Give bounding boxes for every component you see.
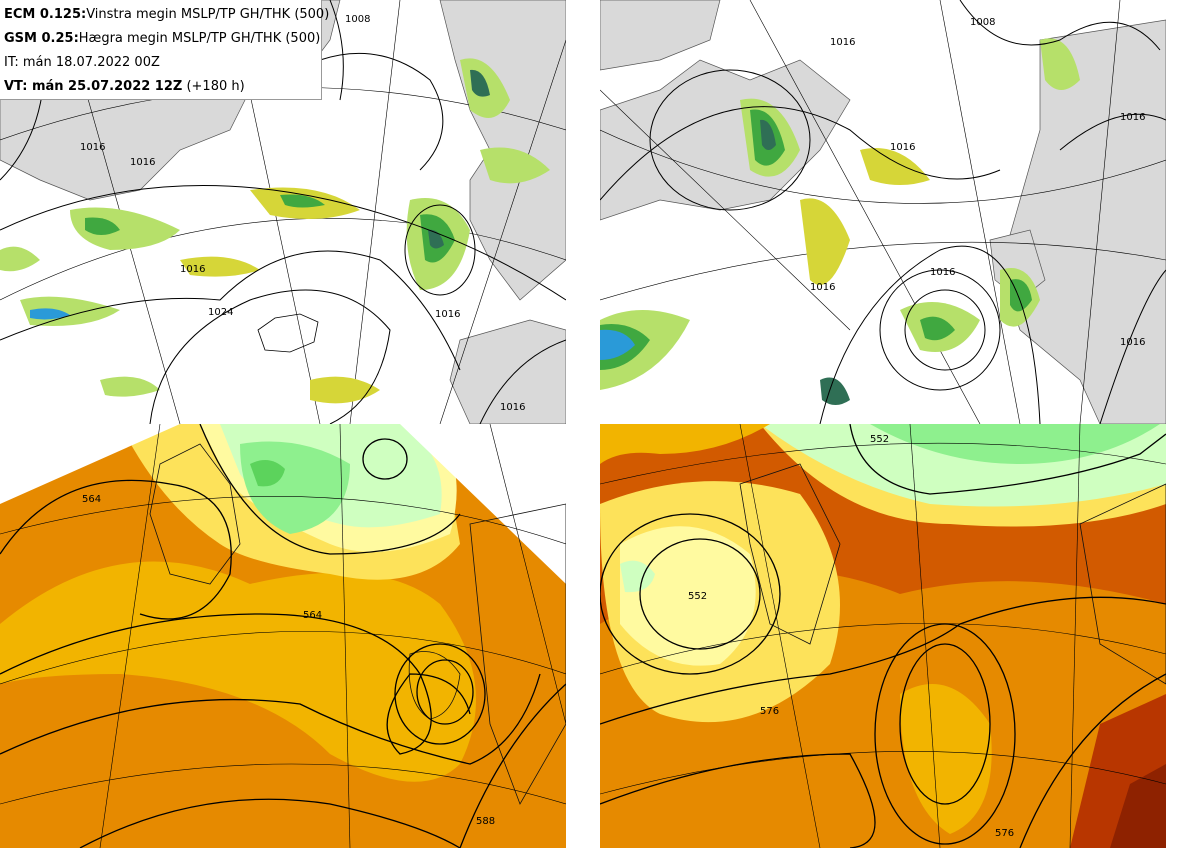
gsm-mslp-precip-map: 1016 1008 1016 1016 1016 1016 1016 10050…	[600, 0, 1166, 424]
gh-labels: 564 564 588	[82, 494, 495, 827]
iceland-coastline	[408, 651, 461, 720]
gsm-mslp-map-svg: 1016 1008 1016 1016 1016 1016 1016	[600, 0, 1166, 424]
isobar-label: 1016	[130, 157, 155, 168]
gh-contour-label: 564	[303, 610, 322, 621]
forecast-info-box: ECM 0.125:Vinstra megin MSLP/TP GH/THK (…	[0, 0, 329, 100]
isobar-labels: 1016 1016 1008 1016 1024 1016 1016	[80, 14, 525, 413]
gsm-gh500-map: 552 552 576 576 594588582576570564558552…	[600, 424, 1166, 848]
ecm-mslp-precip-map: 1016 1016 1008 1016 1024 1016 1016 ECM 0…	[0, 0, 566, 424]
gh-contours	[600, 424, 1166, 848]
isobar-label: 1016	[890, 142, 915, 153]
graticule	[600, 424, 1166, 848]
scandinavia-coastline	[469, 503, 566, 805]
isobars	[600, 0, 1166, 424]
forecast-hour: (+180 h)	[182, 79, 245, 94]
isobar-label: 1016	[180, 264, 205, 275]
isobar-label: 1008	[970, 17, 995, 28]
greenland-coastline	[739, 463, 841, 645]
gsm-gh500-map-svg: 552 552 576 576	[600, 424, 1166, 848]
scandinavia-land	[999, 19, 1166, 424]
gh-contour-label: 552	[870, 434, 889, 445]
scandinavia-coastline	[1079, 483, 1166, 685]
model2-line: GSM 0.25:Hægra megin MSLP/TP GH/THK (500…	[4, 27, 320, 51]
graticule	[0, 424, 566, 848]
isobar-label: 1016	[80, 142, 105, 153]
valid-time-line: VT: mán 25.07.2022 12Z (+180 h)	[4, 75, 317, 99]
gh-contour-label: 552	[688, 591, 707, 602]
gh-contour-label: 576	[760, 706, 779, 717]
model2-desc: Hægra megin MSLP/TP GH/THK (500)	[78, 31, 321, 46]
isobar-label: 1024	[208, 307, 233, 318]
isobar-label: 1016	[810, 282, 835, 293]
isobar-labels: 1016 1008 1016 1016 1016 1016 1016	[810, 17, 1145, 348]
ecm-gh500-map-svg: 564 564 588	[0, 424, 566, 848]
precip-areas	[600, 38, 1080, 405]
isobar-label: 1016	[1120, 337, 1145, 348]
arctic-land	[600, 0, 721, 71]
gh-contour-label: 576	[995, 828, 1014, 839]
isobar-label: 1016	[1120, 112, 1145, 123]
greenland-land	[600, 59, 851, 221]
gh-contour-label: 564	[82, 494, 101, 505]
gh-contour-label: 588	[476, 816, 495, 827]
isobar-label: 1008	[345, 14, 370, 25]
model1-desc: Vinstra megin MSLP/TP GH/THK (500)	[86, 7, 330, 22]
isobar-label: 1016	[435, 309, 460, 320]
isobar-label: 1016	[500, 402, 525, 413]
ecm-gh500-map: 564 564 588 5945885825765705645585525465…	[0, 424, 566, 848]
iceland-outline	[257, 313, 319, 353]
british-isles-land	[449, 319, 566, 424]
isobar-label: 1016	[830, 37, 855, 48]
init-time: IT: mán 18.07.2022 00Z	[4, 55, 160, 70]
isobar-label: 1016	[930, 267, 955, 278]
model2-name: GSM 0.25:	[4, 31, 79, 46]
graticule	[600, 0, 1166, 424]
precip-areas	[0, 58, 550, 404]
gh-contours	[0, 424, 566, 848]
model1-name: ECM 0.125:	[4, 7, 87, 22]
valid-time: VT: mán 25.07.2022 12Z	[4, 79, 183, 94]
model1-line: ECM 0.125:Vinstra megin MSLP/TP GH/THK (…	[4, 3, 329, 27]
greenland-coastline	[149, 443, 241, 585]
gh-labels: 552 552 576 576	[688, 434, 1014, 839]
